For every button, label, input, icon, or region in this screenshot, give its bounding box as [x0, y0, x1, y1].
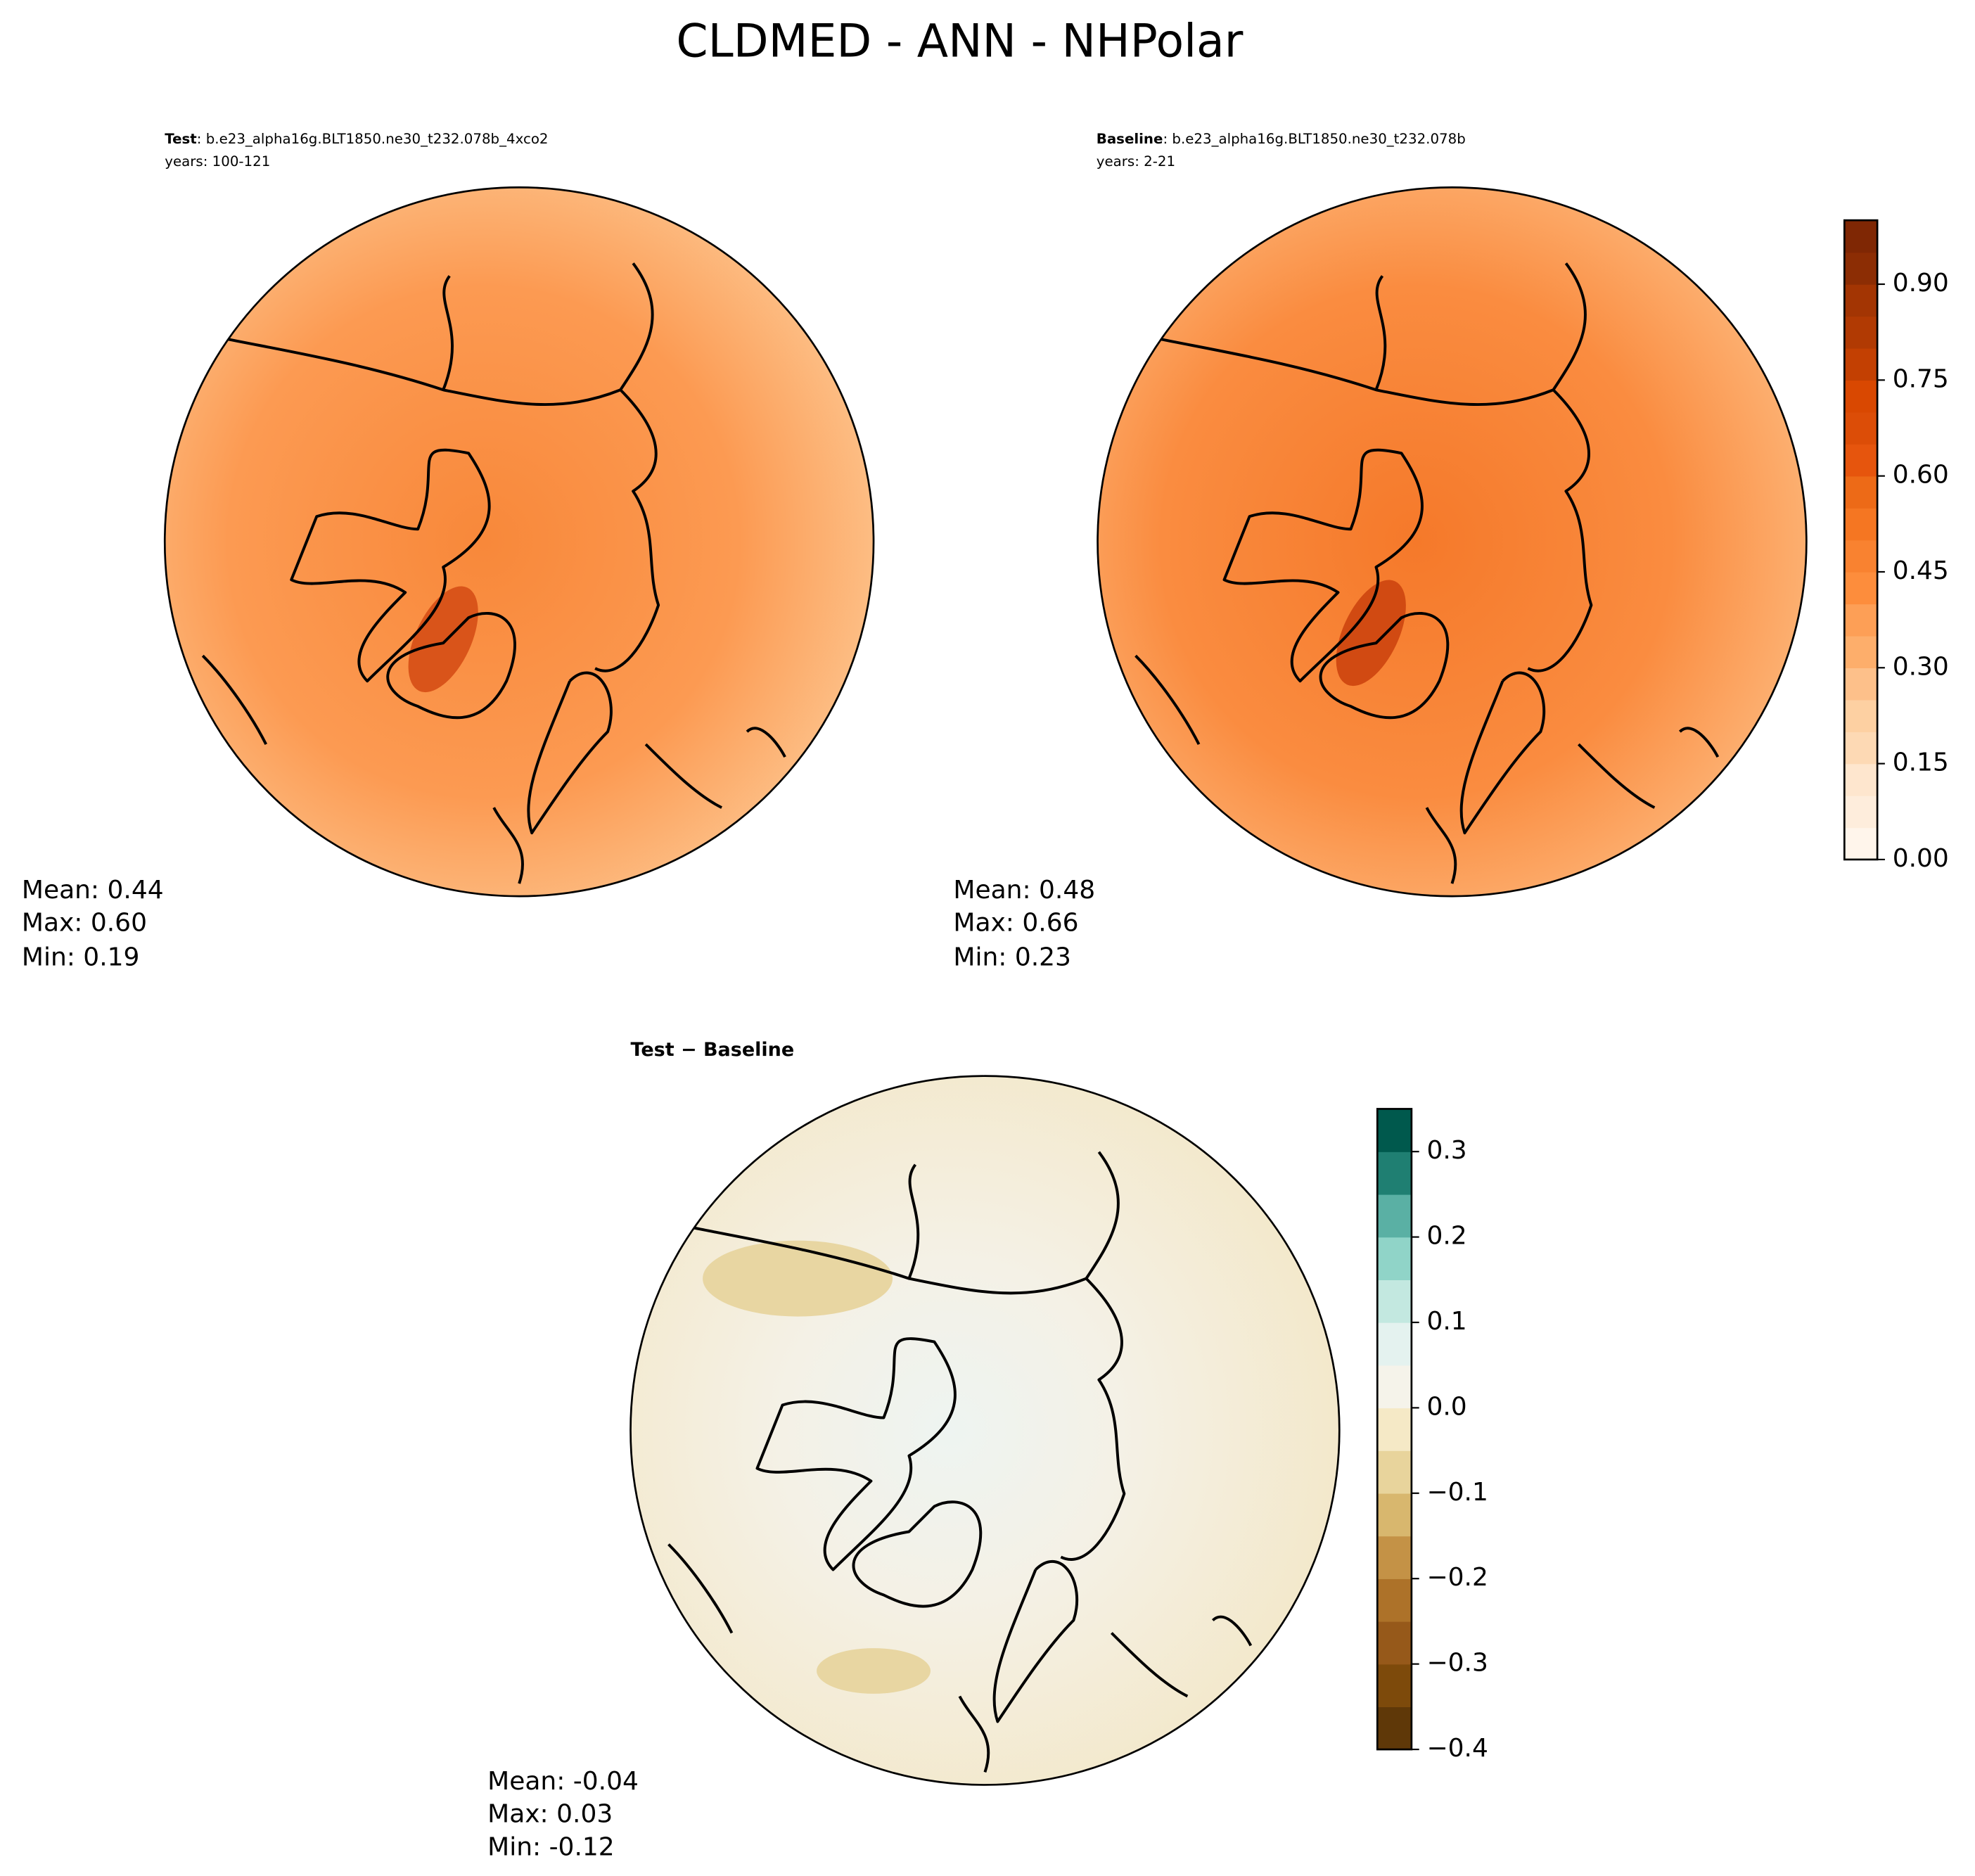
panel-header: Baseline: b.e23_alpha16g.BLT1850.ne30_t2… [1097, 130, 1466, 146]
contour-blob [408, 586, 478, 693]
colorbar-level [1844, 699, 1878, 732]
colorbar-level [1844, 571, 1878, 605]
colorbar-level [1844, 380, 1878, 413]
colorbar-level [1377, 1237, 1412, 1280]
colorbar-level [1377, 1450, 1412, 1494]
colorbar-level [1844, 635, 1878, 669]
colorbar-level [1844, 763, 1878, 796]
stat: Min: -0.12 [487, 1832, 615, 1861]
colorbar-level [1377, 1493, 1412, 1537]
colorbar-tick-label: −0.4 [1426, 1734, 1488, 1763]
contour-blob [817, 1648, 931, 1694]
colorbar-tick-label: 0.30 [1893, 652, 1949, 681]
colorbar-tick-label: 0.00 [1893, 844, 1949, 873]
colorbar-level [1377, 1194, 1412, 1238]
colorbar-tick-label: 0.15 [1893, 748, 1949, 777]
years: years: 100-121 [165, 153, 270, 170]
stat: Max: 0.66 [953, 909, 1078, 938]
colorbar-level [1844, 444, 1878, 477]
colorbar-level [1844, 316, 1878, 349]
colorbar-level [1377, 1322, 1412, 1366]
colorbar-tick-label: 0.0 [1426, 1392, 1466, 1421]
colorbar-level [1377, 1706, 1412, 1750]
colorbar-level [1377, 1151, 1412, 1195]
colorbar-level [1844, 604, 1878, 637]
figure-title: CLDMED - ANN - NHPolar [676, 15, 1243, 68]
panel: Test − Baseline Mean: -0.04 Max: 0.03 Mi… [487, 1039, 1341, 1861]
colorbar-frame [1843, 219, 1879, 861]
map-disk [1097, 186, 1808, 898]
stat: Min: 0.19 [22, 943, 140, 971]
colorbar-tick-label: 0.75 [1893, 364, 1949, 393]
colorbar-level [1377, 1280, 1412, 1323]
colorbar-tick-label: 0.45 [1893, 556, 1949, 585]
colorbar-level [1844, 540, 1878, 573]
colorbar-tick-label: −0.2 [1426, 1563, 1488, 1592]
stat: Max: 0.03 [487, 1800, 613, 1829]
panel: Baseline: b.e23_alpha16g.BLT1850.ne30_t2… [953, 130, 1808, 971]
panel-header: Test: b.e23_alpha16g.BLT1850.ne30_t232.0… [165, 130, 548, 146]
colorbar-level [1844, 668, 1878, 701]
panel-label: Test [165, 130, 197, 146]
case-name: : b.e23_alpha16g.BLT1850.ne30_t232.078b [1163, 130, 1465, 146]
colorbar-level [1844, 284, 1878, 317]
colorbar-level [1377, 1664, 1412, 1708]
colorbar-level [1377, 1621, 1412, 1665]
years: years: 2-21 [1097, 153, 1175, 170]
colorbar-tick-label: 0.90 [1893, 269, 1949, 298]
colorbar-tick-label: −0.3 [1426, 1649, 1488, 1678]
colorbar-tick-label: 0.2 [1426, 1222, 1466, 1251]
colorbar-level [1844, 220, 1878, 253]
contour-blob [1336, 580, 1406, 687]
map-disk [629, 1075, 1341, 1786]
map-disk [163, 186, 875, 898]
colorbar-level [1377, 1578, 1412, 1622]
colorbar-level [1844, 827, 1878, 860]
colorbar-tick-label: 0.3 [1426, 1136, 1466, 1165]
panel: Test: b.e23_alpha16g.BLT1850.ne30_t232.0… [22, 130, 875, 971]
panel-label: Baseline [1097, 130, 1163, 146]
colorbar-level [1844, 476, 1878, 509]
colorbar-level [1377, 1536, 1412, 1579]
colorbar-tick-label: −0.1 [1426, 1478, 1488, 1507]
colorbar-frame [1376, 1108, 1413, 1751]
stat: Mean: 0.48 [953, 876, 1095, 905]
colorbar-level [1377, 1408, 1412, 1451]
colorbar-level [1377, 1365, 1412, 1409]
colorbar-level [1377, 1109, 1412, 1152]
case-name: : b.e23_alpha16g.BLT1850.ne30_t232.078b_… [197, 130, 549, 146]
colorbar-tick-label: 0.1 [1426, 1307, 1466, 1336]
colorbar-level [1844, 411, 1878, 445]
colorbar-tick-label: 0.60 [1893, 461, 1949, 490]
colorbar-level [1844, 252, 1878, 285]
stat: Mean: 0.44 [22, 876, 164, 905]
colorbar-level [1844, 347, 1878, 381]
panel-label: Test − Baseline [631, 1039, 795, 1061]
contour-blob [703, 1240, 893, 1317]
colorbar-level [1844, 732, 1878, 765]
colorbar-level [1844, 796, 1878, 829]
stat: Mean: -0.04 [487, 1767, 639, 1796]
stat: Min: 0.23 [953, 943, 1071, 971]
stat: Max: 0.60 [22, 909, 147, 938]
colorbar-level [1844, 508, 1878, 541]
